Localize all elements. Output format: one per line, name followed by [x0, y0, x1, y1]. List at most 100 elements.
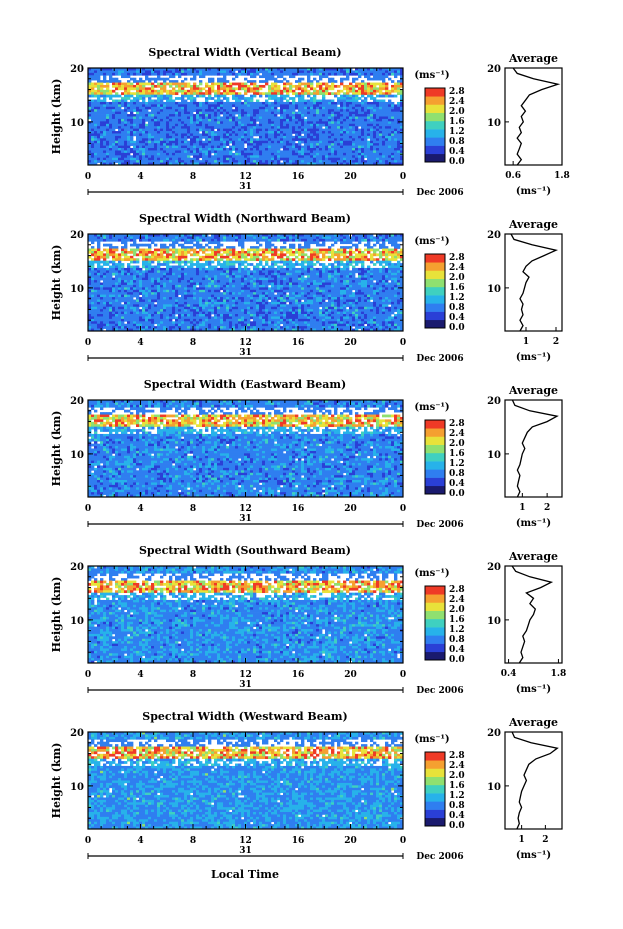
heatmap-cell: [238, 239, 241, 242]
heatmap-cell: [130, 150, 133, 153]
heatmap-cell: [328, 126, 331, 129]
heatmap-cell: [133, 239, 136, 242]
heatmap-cell: [271, 104, 274, 107]
heatmap-cell: [154, 121, 157, 124]
heatmap-cell: [331, 73, 334, 76]
heatmap-cell: [280, 129, 283, 132]
heatmap-cell: [358, 256, 361, 259]
heatmap-cell: [100, 266, 103, 269]
heatmap-cell: [100, 141, 103, 144]
heatmap-cell: [325, 148, 328, 151]
heatmap-cell: [259, 129, 262, 132]
heatmap-cell: [370, 83, 373, 86]
heatmap-cell: [178, 97, 181, 100]
heatmap-cell: [94, 129, 97, 132]
heatmap-cell: [247, 253, 250, 256]
heatmap-cell: [253, 73, 256, 76]
heatmap-cell: [394, 253, 397, 256]
heatmap-cell: [190, 117, 193, 120]
heatmap-cell: [280, 124, 283, 127]
heatmap-cell: [103, 70, 106, 73]
heatmap-cell: [322, 258, 325, 261]
heatmap-cell: [244, 121, 247, 124]
heatmap-cell: [379, 104, 382, 107]
heatmap-cell: [277, 266, 280, 269]
heatmap-cell: [385, 155, 388, 158]
heatmap-cell: [103, 126, 106, 129]
heatmap-cell: [307, 143, 310, 146]
heatmap-cell: [271, 114, 274, 117]
heatmap-cell: [277, 160, 280, 163]
heatmap-cell: [340, 133, 343, 136]
heatmap-cell: [148, 236, 151, 239]
heatmap-cell: [331, 150, 334, 153]
heatmap-cell: [346, 107, 349, 110]
heatmap-cell: [166, 153, 169, 156]
heatmap-cell: [268, 141, 271, 144]
heatmap-cell: [142, 70, 145, 73]
heatmap-cell: [268, 258, 271, 261]
heatmap-cell: [289, 129, 292, 132]
heatmap-cell: [334, 85, 337, 88]
heatmap-cell: [274, 158, 277, 161]
heatmap-cell: [394, 239, 397, 242]
heatmap-cell: [334, 251, 337, 254]
heatmap-cell: [373, 124, 376, 127]
heatmap-cell: [178, 256, 181, 259]
heatmap-cell: [304, 138, 307, 141]
heatmap-cell: [184, 249, 187, 252]
heatmap-cell: [136, 153, 139, 156]
heatmap-cell: [289, 148, 292, 151]
heatmap-cell: [313, 100, 316, 103]
heatmap-cell: [262, 70, 265, 73]
heatmap-cell: [304, 109, 307, 112]
heatmap-cell: [307, 102, 310, 105]
heatmap-cell: [196, 153, 199, 156]
heatmap-cell: [280, 95, 283, 98]
heatmap-cell: [310, 133, 313, 136]
heatmap-cell: [331, 102, 334, 105]
heatmap-cell: [190, 246, 193, 249]
heatmap-cell: [154, 138, 157, 141]
heatmap-cell: [310, 80, 313, 83]
heatmap-cell: [133, 141, 136, 144]
heatmap-cell: [100, 114, 103, 117]
heatmap-cell: [289, 236, 292, 239]
heatmap-cell: [121, 241, 124, 244]
heatmap-cell: [97, 249, 100, 252]
heatmap-cell: [220, 244, 223, 247]
heatmap-cell: [391, 131, 394, 134]
heatmap-cell: [292, 258, 295, 261]
heatmap-cell: [274, 78, 277, 81]
heatmap-cell: [307, 258, 310, 261]
heatmap-cell: [316, 117, 319, 120]
heatmap-cell: [346, 100, 349, 103]
heatmap-cell: [319, 263, 322, 266]
heatmap-cell: [130, 107, 133, 110]
heatmap-cell: [256, 239, 259, 242]
heatmap-cell: [118, 104, 121, 107]
heatmap-cell: [301, 236, 304, 239]
heatmap-cell: [172, 73, 175, 76]
heatmap-cell: [349, 112, 352, 115]
heatmap-cell: [292, 121, 295, 124]
heatmap-cell: [130, 236, 133, 239]
heatmap-cell: [118, 95, 121, 98]
heatmap-cell: [103, 239, 106, 242]
heatmap-cell: [253, 143, 256, 146]
heatmap-cell: [355, 158, 358, 161]
heatmap-cell: [373, 83, 376, 86]
heatmap-cell: [184, 241, 187, 244]
heatmap-cell: [346, 117, 349, 120]
heatmap-cell: [262, 153, 265, 156]
heatmap-cell: [199, 141, 202, 144]
heatmap-cell: [133, 148, 136, 151]
heatmap-cell: [253, 155, 256, 158]
heatmap-cell: [223, 143, 226, 146]
heatmap-cell: [361, 114, 364, 117]
heatmap-cell: [271, 133, 274, 136]
heatmap-cell: [115, 73, 118, 76]
heatmap-cell: [160, 263, 163, 266]
heatmap-cell: [343, 85, 346, 88]
heatmap-cell: [301, 92, 304, 95]
